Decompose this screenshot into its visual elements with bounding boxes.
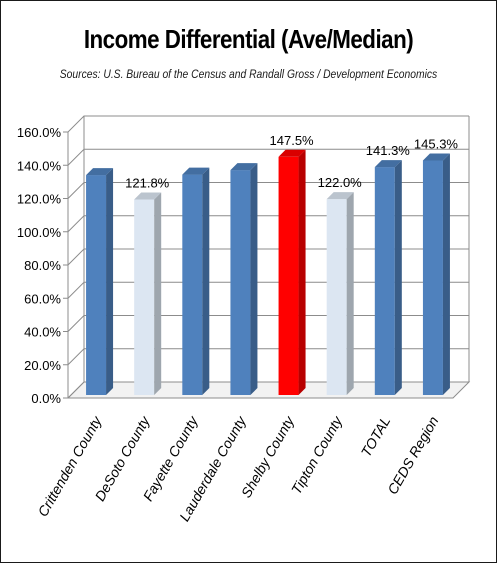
bar-top (374, 160, 402, 168)
bar-front (230, 170, 251, 395)
plot-floor (66, 381, 471, 399)
x-tick-label: TOTAL (358, 414, 394, 460)
bar-top (134, 192, 162, 200)
data-label: 141.3% (366, 143, 411, 158)
y-tick-label: 160.0% (17, 125, 62, 140)
bar-side (442, 153, 450, 395)
bar-top (422, 153, 450, 161)
bar (230, 163, 258, 395)
y-gridline (67, 148, 469, 166)
grid-layer (63, 115, 471, 399)
bar (86, 168, 114, 395)
bar-side (250, 163, 258, 395)
bar-side (346, 192, 354, 395)
bar (422, 153, 450, 395)
bar (278, 149, 306, 395)
y-tick-label: 40.0% (24, 325, 61, 340)
y-tick-label: 140.0% (17, 158, 62, 173)
x-tick-label: Crittenden County (34, 413, 105, 520)
bar-front (374, 167, 395, 395)
x-tick-label: CEDS Region (384, 413, 442, 497)
y-tick-label: 80.0% (24, 258, 61, 273)
bar-side (202, 167, 210, 395)
bar-side (106, 168, 114, 395)
bar-front (134, 199, 155, 395)
data-label: 147.5% (270, 133, 315, 148)
bar (182, 167, 210, 395)
data-label: 121.8% (125, 176, 170, 191)
y-tick-label: 60.0% (24, 291, 61, 306)
chart-subtitle: Sources: U.S. Bureau of the Census and R… (59, 67, 438, 81)
y-tick-label: 0.0% (31, 391, 61, 406)
bar-front (278, 156, 299, 395)
bar (326, 192, 354, 395)
chart-title: Income Differential (Ave/Median) (83, 24, 414, 54)
bar-side (154, 192, 162, 395)
bar-top (278, 149, 306, 157)
bar-front (182, 174, 203, 395)
bar-front (86, 175, 107, 395)
bar-side (394, 160, 402, 395)
x-tick-label: Tipton County (288, 413, 346, 497)
y-tick-label: 20.0% (24, 358, 61, 373)
bar-front (422, 160, 443, 395)
bar-top (230, 163, 258, 171)
bar-side (298, 149, 306, 395)
y-gridline (67, 115, 469, 133)
y-tick-label: 120.0% (17, 192, 62, 207)
y-gridline (67, 182, 469, 199)
y-tick-label: 100.0% (17, 225, 62, 240)
bar (134, 192, 162, 395)
bar (374, 160, 402, 395)
data-label: 122.0% (318, 175, 363, 190)
bar-front (326, 199, 347, 395)
bar-top (326, 192, 354, 200)
bar-top (86, 168, 114, 176)
data-label: 145.3% (414, 136, 459, 151)
bars-layer (86, 149, 450, 395)
bar-top (182, 167, 210, 175)
